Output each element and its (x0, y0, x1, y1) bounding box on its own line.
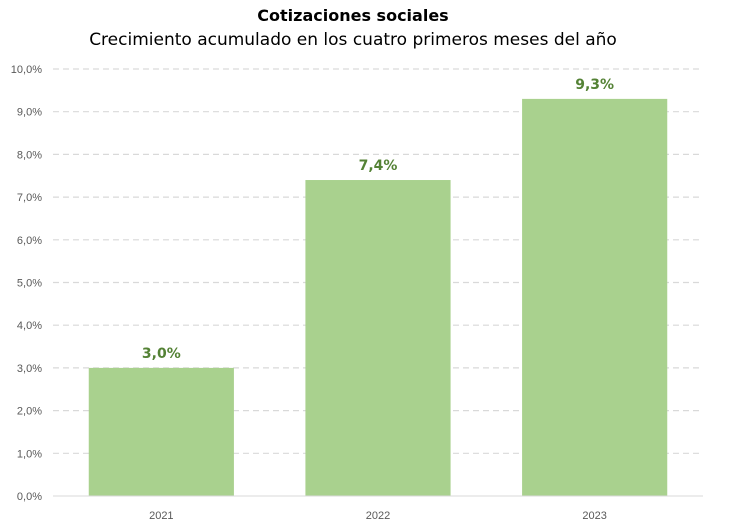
x-tick-label: 2023 (582, 510, 606, 522)
y-tick-label: 9,0% (17, 107, 42, 119)
x-tick-label: 2022 (366, 510, 390, 522)
y-tick-label: 8,0% (17, 149, 42, 161)
x-axis: 2021 2022 2023 (149, 510, 607, 522)
data-label: 9,3% (575, 77, 614, 93)
y-tick-label: 0,0% (17, 491, 42, 503)
chart-title: Cotizaciones sociales (257, 6, 448, 25)
data-label: 3,0% (142, 346, 181, 362)
y-tick-label: 5,0% (17, 278, 42, 290)
y-tick-label: 2,0% (17, 406, 42, 418)
chart-subtitle: Crecimiento acumulado en los cuatro prim… (89, 30, 617, 50)
bars (88, 98, 668, 496)
y-tick-label: 4,0% (17, 320, 42, 332)
x-tick-label: 2021 (149, 510, 173, 522)
data-labels: 3,0% 7,4% 9,3% (142, 77, 614, 362)
y-tick-label: 1,0% (17, 448, 42, 460)
y-tick-label: 7,0% (17, 192, 42, 204)
bar (305, 180, 451, 496)
y-tick-label: 3,0% (17, 363, 42, 375)
y-tick-label: 6,0% (17, 235, 42, 247)
data-label: 7,4% (359, 158, 398, 174)
bar (522, 98, 668, 496)
y-tick-label: 10,0% (11, 64, 42, 76)
bar (88, 367, 234, 496)
y-axis: 0,0% 1,0% 2,0% 3,0% 4,0% 5,0% 6,0% 7,0% 8,0% 9,0%… (11, 64, 42, 503)
